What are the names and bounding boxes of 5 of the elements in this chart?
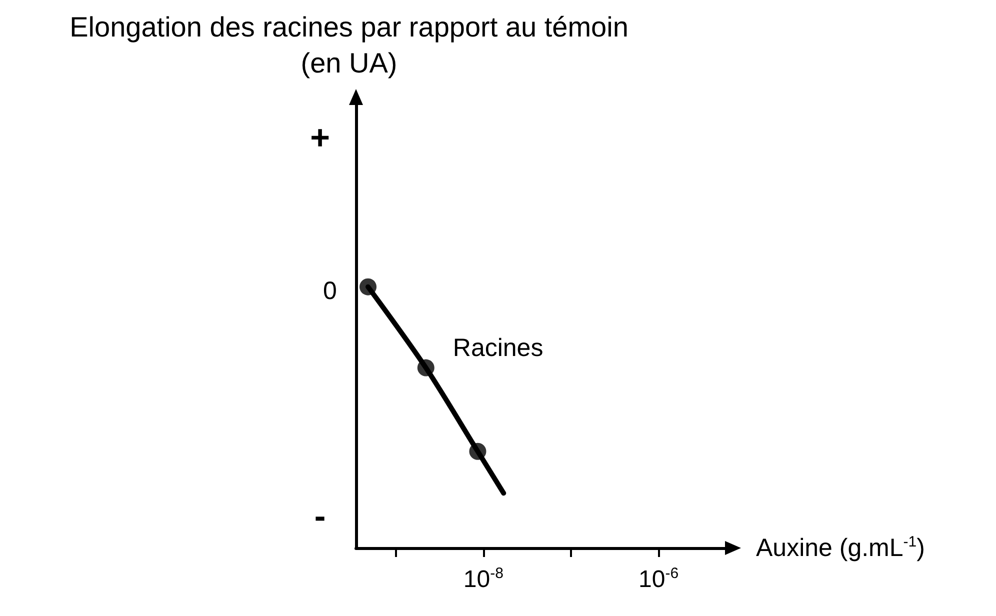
text: - — [314, 498, 326, 536]
annotation: Racines — [452, 334, 544, 362]
text: 0 — [323, 276, 337, 305]
chart-title: Elongation des racines par rapport au témoin (en UA) — [70, 12, 628, 78]
text: + — [310, 118, 330, 157]
